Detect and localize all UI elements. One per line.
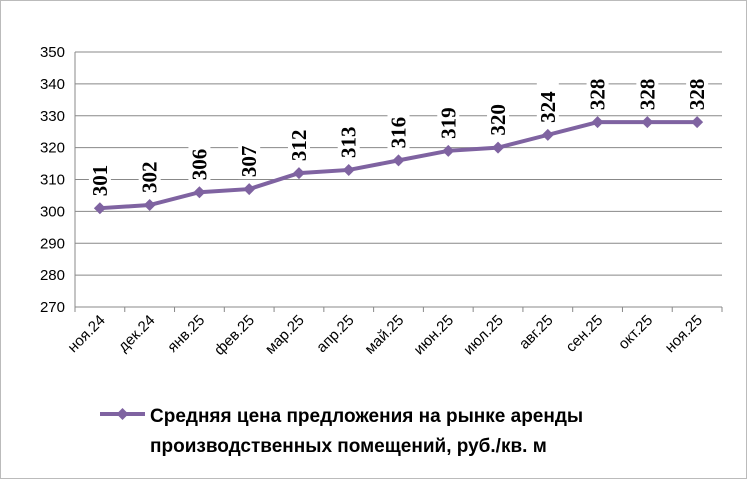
label-bg — [536, 82, 559, 125]
data-point — [292, 167, 305, 180]
label-bg — [337, 117, 360, 160]
data-label: 324 — [536, 91, 560, 123]
data-label: 306 — [187, 149, 211, 181]
data-point — [541, 128, 554, 141]
y-tick-label: 280 — [40, 267, 65, 284]
label-bg — [138, 153, 161, 195]
label-bg — [88, 156, 111, 199]
data-point — [342, 163, 355, 176]
data-point — [591, 116, 604, 129]
legend-label: Средняя цена предложения на рынке аренды… — [150, 406, 584, 457]
data-point — [442, 144, 455, 157]
label-bg — [188, 140, 211, 183]
y-tick-label: 330 — [40, 108, 65, 125]
label-bg — [238, 137, 261, 180]
data-label: 301 — [88, 165, 112, 197]
y-tick-label: 290 — [40, 235, 65, 252]
data-label: 328 — [685, 79, 709, 111]
label-bg — [686, 70, 709, 113]
data-label: 302 — [138, 162, 162, 194]
label-bg — [437, 98, 460, 141]
data-label: 307 — [237, 146, 261, 178]
data-point — [93, 202, 106, 215]
data-point — [641, 116, 654, 129]
data-point — [691, 116, 704, 129]
data-point — [193, 186, 206, 199]
legend-marker — [116, 408, 129, 420]
y-tick-label: 320 — [40, 140, 65, 157]
label-bg — [586, 70, 609, 113]
y-tick-label: 340 — [40, 76, 65, 93]
y-tick-label: 300 — [40, 203, 65, 220]
data-point — [492, 141, 505, 154]
data-label: 328 — [586, 79, 610, 111]
label-bg — [387, 108, 410, 151]
label-bg — [487, 95, 510, 138]
label-bg — [636, 70, 659, 113]
data-label: 328 — [635, 79, 659, 111]
data-label: 313 — [337, 126, 361, 158]
data-point — [143, 199, 156, 211]
data-point — [243, 183, 256, 196]
data-label: 316 — [387, 117, 411, 149]
data-point — [392, 154, 405, 167]
data-label: 312 — [287, 130, 311, 162]
y-tick-label: 350 — [40, 44, 65, 61]
data-label: 319 — [436, 107, 460, 139]
y-tick-label: 270 — [40, 299, 65, 316]
label-bg — [287, 121, 310, 164]
y-tick-label: 310 — [40, 172, 65, 189]
data-label: 320 — [486, 104, 510, 136]
